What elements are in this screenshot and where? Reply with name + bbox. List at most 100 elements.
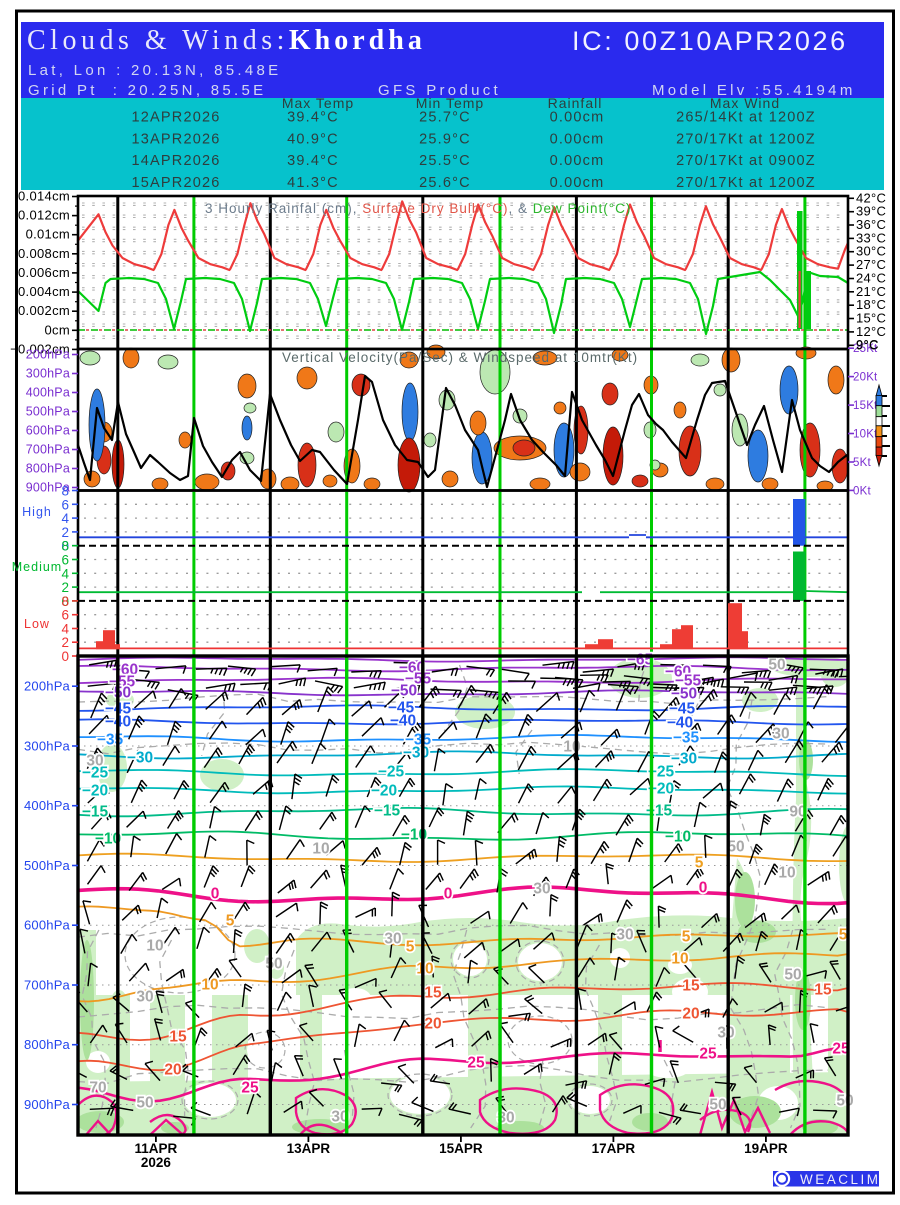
svg-text:0cm: 0cm <box>45 322 70 337</box>
svg-text:−30: −30 <box>127 749 153 766</box>
svg-text:0.004cm: 0.004cm <box>18 284 70 299</box>
svg-text:10: 10 <box>778 864 795 881</box>
svg-text:Max Temp: Max Temp <box>282 95 354 111</box>
svg-text:12°C: 12°C <box>856 324 886 339</box>
svg-text:−15: −15 <box>374 802 401 819</box>
svg-text:20: 20 <box>164 1061 181 1078</box>
svg-text:−20: −20 <box>371 782 397 799</box>
svg-text:15APR2026: 15APR2026 <box>132 175 221 191</box>
svg-text:39.4°C: 39.4°C <box>287 110 339 126</box>
svg-text:800hPa: 800hPa <box>26 462 70 476</box>
svg-text:2: 2 <box>61 525 69 540</box>
svg-text:50: 50 <box>784 966 801 983</box>
svg-text:50: 50 <box>836 1092 853 1109</box>
svg-text:200hPa: 200hPa <box>24 679 71 694</box>
svg-text:15: 15 <box>424 984 442 1001</box>
svg-text:0: 0 <box>61 594 69 609</box>
svg-text:2: 2 <box>61 635 69 650</box>
svg-text:200hPa: 200hPa <box>26 348 70 362</box>
svg-text:600hPa: 600hPa <box>24 918 71 933</box>
svg-text:50: 50 <box>727 838 744 855</box>
svg-text:0: 0 <box>444 885 453 902</box>
svg-text:−30: −30 <box>403 744 429 761</box>
svg-text:0.00cm: 0.00cm <box>550 175 605 191</box>
svg-text:−35: −35 <box>97 731 124 748</box>
svg-text:0.00cm: 0.00cm <box>550 110 605 126</box>
svg-text:0: 0 <box>211 885 220 902</box>
svg-text:0.006cm: 0.006cm <box>18 265 70 280</box>
svg-text:41.3°C: 41.3°C <box>287 175 339 191</box>
svg-text:18°C: 18°C <box>856 297 886 312</box>
svg-text:2: 2 <box>61 580 69 595</box>
svg-text:−10: −10 <box>95 830 121 847</box>
svg-text:600hPa: 600hPa <box>26 424 70 438</box>
svg-text:265/14Kt at 1200Z: 265/14Kt at 1200Z <box>676 110 816 126</box>
svg-text:−45: −45 <box>669 700 696 717</box>
svg-text:0: 0 <box>61 649 69 664</box>
svg-text:15APR: 15APR <box>439 1141 483 1156</box>
svg-text:10: 10 <box>146 937 163 954</box>
svg-text:15: 15 <box>814 981 832 998</box>
svg-text:10: 10 <box>312 840 329 857</box>
svg-text:30: 30 <box>616 926 633 943</box>
svg-text:50: 50 <box>136 1094 153 1111</box>
svg-text:6: 6 <box>61 553 69 568</box>
svg-text:−65: −65 <box>627 651 654 668</box>
svg-text:−10: −10 <box>665 828 691 845</box>
svg-text:8: 8 <box>61 484 69 499</box>
svg-text:−60: −60 <box>665 663 691 680</box>
svg-text:0.008cm: 0.008cm <box>18 246 70 261</box>
svg-text:0.012cm: 0.012cm <box>18 208 70 223</box>
svg-text:6: 6 <box>61 608 69 623</box>
svg-text:40.9°C: 40.9°C <box>287 131 339 147</box>
svg-text:−50: −50 <box>391 682 417 699</box>
svg-text:25.7°C: 25.7°C <box>419 110 471 126</box>
svg-text:Low: Low <box>24 617 50 631</box>
svg-text:−30: −30 <box>671 750 697 767</box>
svg-text:270/17Kt at 1200Z: 270/17Kt at 1200Z <box>676 175 816 191</box>
svg-text:IC: 00Z10APR2026: IC: 00Z10APR2026 <box>572 26 848 56</box>
svg-text:270/17Kt at 0900Z: 270/17Kt at 0900Z <box>676 153 816 169</box>
svg-text:5Kt: 5Kt <box>853 457 871 469</box>
svg-text:5: 5 <box>839 926 848 943</box>
svg-text:6: 6 <box>61 497 69 512</box>
svg-text:0.002cm: 0.002cm <box>18 303 70 318</box>
svg-text:8: 8 <box>61 539 69 554</box>
svg-text:800hPa: 800hPa <box>24 1037 71 1052</box>
svg-text:Grid Pt : 20.25N, 85.5E: Grid Pt : 20.25N, 85.5E <box>28 82 266 99</box>
svg-text:900hPa: 900hPa <box>26 481 70 495</box>
svg-text:−35: −35 <box>405 731 432 748</box>
svg-text:−50: −50 <box>671 685 697 702</box>
svg-text:30°C: 30°C <box>856 244 886 259</box>
svg-text:10Kt: 10Kt <box>853 429 878 441</box>
svg-text:500hPa: 500hPa <box>24 858 71 873</box>
svg-text:−25: −25 <box>648 763 675 780</box>
svg-text:21°C: 21°C <box>856 284 886 299</box>
svg-text:39.4°C: 39.4°C <box>287 153 339 169</box>
svg-text:70: 70 <box>89 1079 106 1096</box>
svg-text:300hPa: 300hPa <box>24 739 71 754</box>
svg-text:−20: −20 <box>82 782 108 799</box>
svg-text:50: 50 <box>768 656 785 673</box>
svg-text:5: 5 <box>682 928 691 945</box>
svg-text:Medium: Medium <box>12 560 62 574</box>
svg-text:0.01cm: 0.01cm <box>26 227 70 242</box>
svg-text:5: 5 <box>695 854 704 871</box>
svg-text:17APR: 17APR <box>592 1141 636 1156</box>
svg-text:10: 10 <box>671 950 688 967</box>
svg-text:−55: −55 <box>405 670 432 687</box>
svg-text:36°C: 36°C <box>856 217 886 232</box>
svg-text:90: 90 <box>789 803 806 820</box>
svg-text:−40: −40 <box>390 712 416 729</box>
svg-text:24°C: 24°C <box>856 271 886 286</box>
svg-text:GFS Product: GFS Product <box>378 82 501 99</box>
svg-text:0Kt: 0Kt <box>853 485 871 497</box>
svg-text:15Kt: 15Kt <box>853 400 878 412</box>
svg-text:50: 50 <box>709 1096 726 1113</box>
svg-text:14APR2026: 14APR2026 <box>132 153 221 169</box>
svg-text:27°C: 27°C <box>856 257 886 272</box>
svg-text:500hPa: 500hPa <box>26 405 70 419</box>
svg-text:20Kt: 20Kt <box>853 372 878 384</box>
svg-text:−25: −25 <box>82 764 109 781</box>
svg-text:Min Temp: Min Temp <box>416 95 484 111</box>
